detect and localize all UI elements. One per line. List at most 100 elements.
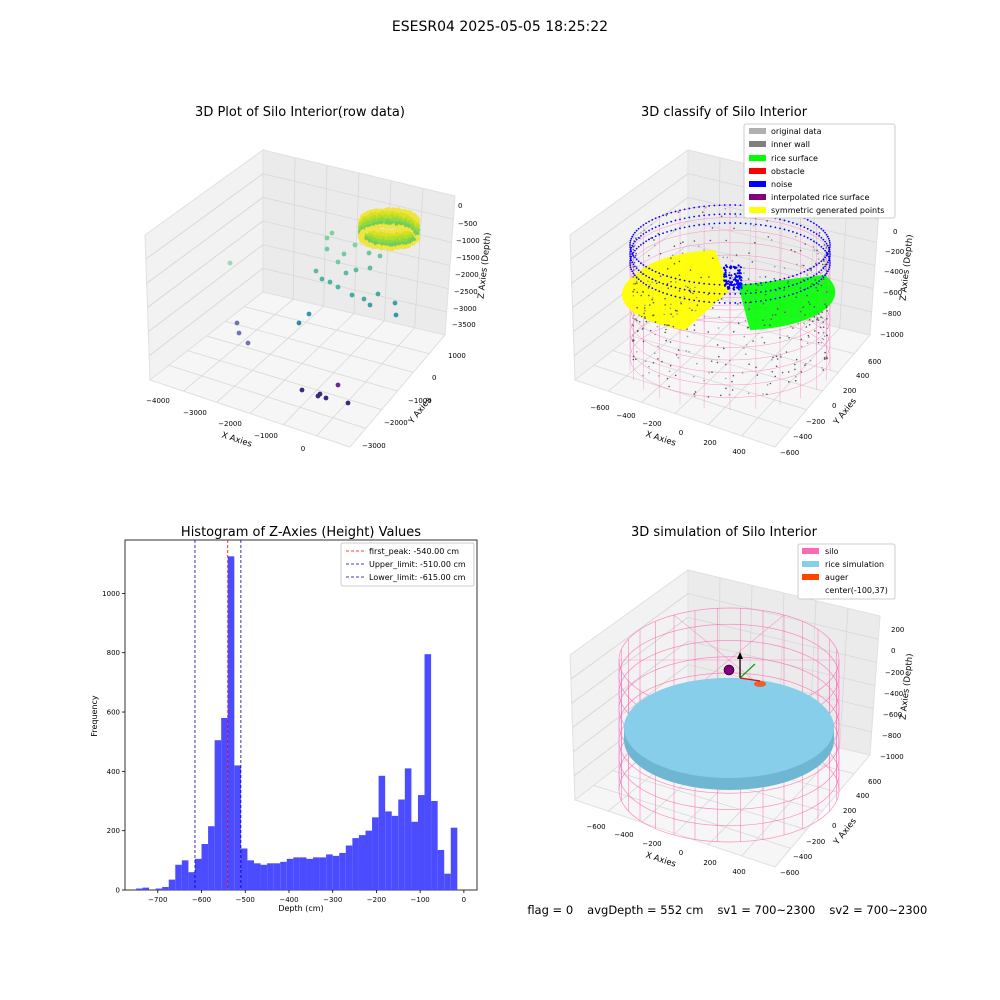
histogram-bar [431, 801, 438, 890]
histogram-bar [234, 765, 241, 890]
raw-data-point [367, 302, 373, 308]
auger-marker [723, 652, 766, 687]
histogram-bar [135, 888, 143, 890]
histogram-y-tick-label: 400 [107, 768, 120, 776]
raw-3d-x-ticks: −4000 −3000 −2000 −1000 0 [146, 397, 305, 453]
raw-z-tick: −3500 [452, 321, 476, 329]
legend-swatch-symmetric [749, 207, 766, 213]
histogram-x-tick-label: −400 [279, 896, 298, 904]
sim-y-tick: 400 [856, 792, 869, 800]
status-flag: flag = 0 [527, 903, 574, 917]
raw-data-point [390, 207, 396, 213]
histogram-bar [398, 799, 405, 890]
legend-label: obstacle [771, 167, 805, 176]
legend-label: center(-100,37) [825, 586, 888, 595]
raw-3d-z-ticks: 0 −500 −1000 −1500 −2000 −2500 −3000 −35… [452, 202, 480, 329]
sim-z-tick: −200 [885, 669, 904, 677]
raw-data-point [236, 330, 242, 336]
raw-data-point [393, 312, 399, 318]
cls-y-tick: 200 [843, 387, 856, 395]
classify-3d-y-ticks: 600 400 200 0 −200 −400 −600 [780, 358, 881, 457]
raw-z-tick: −500 [458, 220, 477, 228]
raw-x-tick: −3000 [183, 409, 207, 417]
histogram-x-ticks: −700 −600 −500 −400 −300 −200 −100 0 [148, 890, 466, 904]
raw-data-point [335, 382, 341, 388]
histogram-bar [162, 887, 169, 890]
classify-3d-title: 3D classify of Silo Interior [641, 105, 808, 120]
legend-swatch-rice-surface [749, 155, 766, 161]
raw-z-tick: −1500 [456, 254, 480, 262]
cls-y-tick: 400 [856, 372, 869, 380]
legend-label: noise [771, 180, 792, 189]
histogram-ylabel: Frequency [90, 695, 99, 737]
status-avg-depth: avgDepth = 552 cm [587, 903, 704, 917]
cls-x-tick: −600 [590, 404, 609, 412]
raw-y-tick: −2000 [384, 419, 408, 427]
cls-x-tick: −400 [616, 412, 635, 420]
legend-swatch-obstacle [749, 168, 766, 174]
raw-3d-axes-box [144, 149, 456, 448]
simulation-3d-y-ticks: 600 400 200 0 −200 −400 −600 [780, 778, 881, 877]
histogram-y-ticks: 0 200 400 600 800 1000 [102, 590, 125, 895]
cls-y-tick: 0 [832, 402, 836, 410]
legend-label: original data [771, 127, 822, 136]
sim-z-tick: −400 [884, 690, 903, 698]
cls-z-tick: −800 [882, 310, 901, 318]
raw-data-point [245, 340, 251, 346]
sim-x-tick: −200 [642, 840, 661, 848]
cls-x-tick: −200 [642, 420, 661, 428]
sim-x-tick: 400 [732, 868, 745, 876]
histogram-bar [227, 556, 235, 890]
panel-raw-3d: 3D Plot of Silo Interior(row data) −4000… [144, 105, 493, 453]
histogram-bar [214, 740, 222, 890]
legend-label: inner wall [771, 140, 810, 149]
legend-label: Lower_limit: -615.00 cm [369, 573, 466, 582]
histogram-marker-lines [194, 540, 242, 890]
sim-z-tick: −800 [882, 732, 901, 740]
raw-z-tick: −2000 [455, 271, 479, 279]
histogram-bar [332, 855, 340, 890]
raw-data-point [341, 251, 347, 257]
rice-simulation-surface [624, 678, 834, 790]
raw-data-point [345, 400, 351, 406]
histogram-bar [444, 873, 451, 890]
legend-swatch-interpolated [749, 194, 766, 200]
histogram-bar [260, 864, 268, 890]
histogram-bar [437, 849, 445, 890]
raw-data-point [319, 276, 325, 282]
histogram-bar [352, 838, 359, 890]
raw-data-point [335, 259, 341, 265]
raw-x-tick: −4000 [146, 397, 170, 405]
raw-data-point [315, 393, 321, 399]
legend-label: symmetric generated points [771, 206, 884, 215]
classify-3d-zlabel: Z Axies (Depth) [899, 234, 916, 301]
histogram-x-tick-label: −600 [192, 896, 211, 904]
histogram-bar [181, 860, 189, 890]
status-line: flag = 0 avgDepth = 552 cm sv1 = 700~2300 s… [520, 889, 941, 917]
cls-z-tick: −400 [884, 268, 903, 276]
raw-data-point [296, 320, 302, 326]
cls-z-tick: 0 [893, 228, 897, 236]
histogram-bar [365, 830, 373, 890]
raw-data-point [377, 253, 383, 259]
sim-y-tick: −400 [793, 853, 812, 861]
sim-y-tick: 200 [843, 807, 856, 815]
cls-z-tick: −600 [883, 289, 902, 297]
raw-z-tick: −3000 [453, 305, 477, 313]
histogram-bar [168, 879, 176, 890]
raw-data-point [327, 279, 333, 285]
cls-y-tick: −200 [806, 418, 825, 426]
histogram-x-tick-label: 0 [462, 896, 466, 904]
sim-z-tick: 200 [891, 626, 904, 634]
histogram-legend: first_peak: -540.00 cm Upper_limit: -510… [340, 542, 475, 587]
raw-x-tick: −2000 [218, 420, 242, 428]
legend-swatch-original [749, 128, 766, 134]
legend-swatch-rice-sim [802, 561, 819, 567]
raw-z-tick: −1000 [456, 237, 480, 245]
sim-y-tick: 0 [832, 822, 836, 830]
legend-swatch-noise [749, 181, 766, 187]
raw-3d-xlabel: X Axies [220, 430, 253, 449]
histogram-y-tick-label: 200 [107, 827, 120, 835]
histogram-bar [293, 857, 300, 890]
